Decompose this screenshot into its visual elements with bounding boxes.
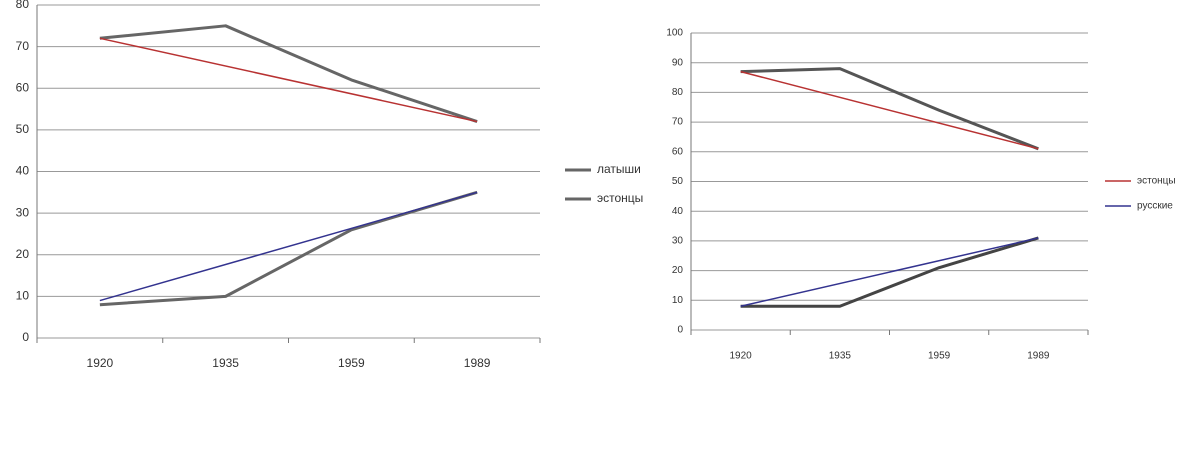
y-tick-label: 100 [666,28,683,39]
y-tick-label: 60 [672,146,684,157]
y-tick-label: 20 [672,265,684,276]
y-tick-label: 40 [16,164,30,178]
legend-label: русские [1137,201,1173,212]
trend-line [740,237,1039,307]
x-tick-label: 1920 [730,351,753,362]
y-tick-label: 90 [672,57,684,68]
y-tick-label: 0 [22,330,29,344]
trend-line [740,70,1039,150]
data-line [740,236,1039,308]
y-tick-label: 10 [672,295,684,306]
data-line [99,24,478,123]
y-tick-label: 50 [672,176,684,187]
y-tick-label: 0 [677,325,683,336]
x-tick-label: 1989 [1027,351,1050,362]
legend-label: латыши [597,162,641,176]
trend-line [99,191,478,302]
legend-label: эстонцы [597,191,643,205]
trend-line [99,37,478,123]
y-tick-label: 70 [672,117,684,128]
y-tick-label: 50 [16,122,30,136]
x-tick-label: 1989 [464,356,491,370]
x-tick-label: 1935 [829,351,852,362]
legend-label: эстонцы [1137,176,1176,187]
y-tick-label: 80 [16,0,30,11]
y-tick-label: 70 [16,39,30,53]
x-tick-label: 1959 [928,351,951,362]
data-line [740,67,1039,151]
y-tick-label: 80 [672,87,684,98]
y-tick-label: 10 [16,289,30,303]
x-tick-label: 1959 [338,356,365,370]
y-tick-label: 30 [672,236,684,247]
x-tick-label: 1920 [87,356,114,370]
y-tick-label: 60 [16,80,30,94]
y-tick-label: 30 [16,205,30,219]
x-tick-label: 1935 [212,356,239,370]
y-tick-label: 20 [16,247,30,261]
y-tick-label: 40 [672,206,684,217]
